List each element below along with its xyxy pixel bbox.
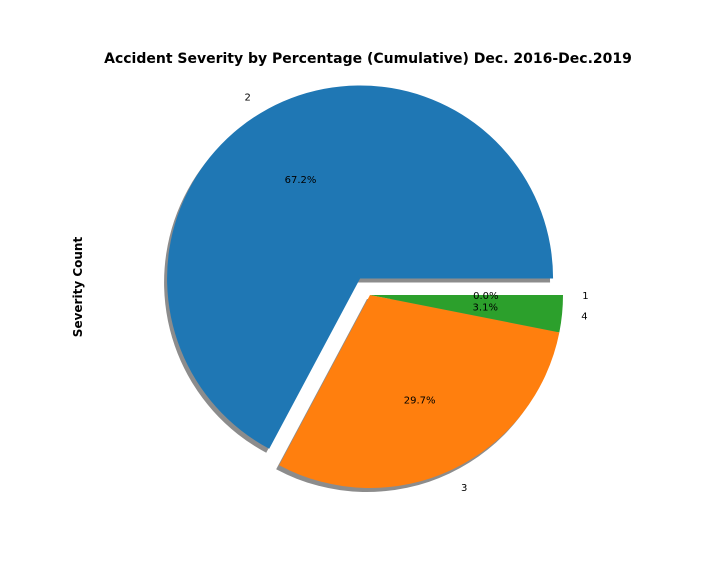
slice-labels: 2 67.2% 3 29.7% 4 3.1% 1 0.0% [244, 92, 588, 493]
slice-3-label: 3 [461, 483, 467, 494]
pie-slices [167, 85, 563, 489]
y-axis-label: Severity Count [71, 237, 85, 338]
slice-2-percent: 67.2% [285, 175, 317, 186]
slice-1-percent: 0.0% [473, 291, 498, 302]
slice-4 [370, 295, 563, 333]
slice-3 [279, 295, 560, 489]
slice-2-label: 2 [244, 92, 250, 103]
slice-3-percent: 29.7% [404, 396, 436, 407]
chart-title: Accident Severity by Percentage (Cumulat… [104, 51, 632, 67]
slice-4-percent: 3.1% [473, 302, 498, 313]
slice-1-label: 1 [582, 291, 588, 302]
slice-2 [167, 85, 554, 449]
slice-4-label: 4 [581, 312, 587, 323]
